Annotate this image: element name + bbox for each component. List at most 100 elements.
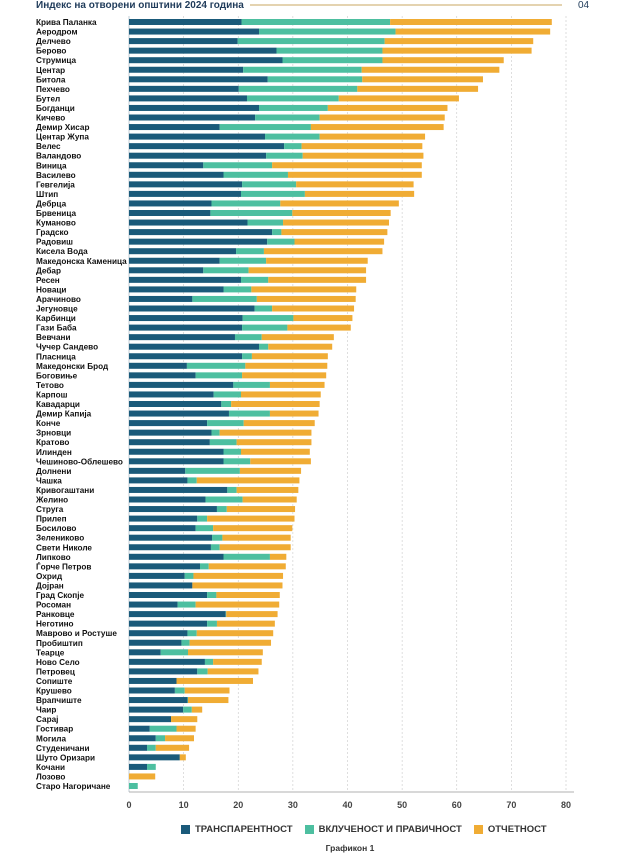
bar-segment-transparency	[129, 649, 161, 656]
bar-segment-transparency	[129, 448, 224, 455]
bar-segment-accountability	[281, 229, 388, 236]
bar-segment-inclusion	[149, 725, 177, 732]
category-label: Ресен	[36, 276, 60, 285]
category-label: Чаир	[36, 706, 56, 715]
bar-segment-inclusion	[247, 219, 284, 226]
bar-segment-transparency	[129, 563, 201, 570]
bar-segment-inclusion	[203, 267, 249, 274]
category-label: Ранковце	[36, 610, 75, 619]
legend-item-inclusion: ВКЛУЧЕНОСТ И ПРАВИЧНОСТ	[304, 824, 462, 835]
category-label: Куманово	[36, 219, 76, 228]
category-label: Конче	[36, 419, 61, 428]
bar-segment-transparency	[129, 544, 211, 551]
x-tick-label: 80	[561, 800, 571, 810]
bar-segment-transparency	[129, 19, 242, 25]
bar-segment-transparency	[129, 735, 156, 742]
category-label: Василево	[36, 171, 76, 180]
bar-segment-accountability	[292, 210, 391, 216]
bar-segment-inclusion	[200, 563, 209, 570]
bar-segment-transparency	[129, 248, 237, 255]
bar-segment-accountability	[272, 305, 355, 312]
bar-segment-accountability	[263, 248, 383, 255]
bar-segment-inclusion	[255, 114, 320, 121]
bar-segment-transparency	[129, 467, 186, 474]
bar-segment-transparency	[129, 47, 277, 54]
bar-segment-inclusion	[221, 401, 232, 407]
bar-segment-inclusion	[272, 229, 282, 236]
category-label: Охрид	[36, 572, 63, 581]
bar-segment-transparency	[129, 85, 239, 92]
x-tick-label: 40	[342, 800, 352, 810]
bar-segment-inclusion	[223, 553, 270, 560]
bar-segment-transparency	[129, 200, 212, 207]
category-label: Неготино	[36, 620, 74, 629]
bar-segment-transparency	[129, 515, 198, 522]
bar-segment-inclusion	[183, 706, 192, 713]
bar-segment-inclusion	[223, 171, 288, 178]
bar-segment-accountability	[242, 372, 327, 379]
bar-segment-accountability	[242, 496, 297, 503]
bar-segment-inclusion	[223, 458, 251, 465]
bar-segment-accountability	[236, 486, 299, 493]
bar-segment-inclusion	[181, 639, 190, 646]
bar-segment-accountability	[268, 343, 333, 350]
category-label: Лозово	[36, 772, 65, 781]
bar-segment-accountability	[165, 735, 195, 742]
bar-segment-inclusion	[184, 572, 194, 579]
bar-segment-inclusion	[192, 295, 257, 302]
category-label: Карпош	[36, 390, 68, 399]
bar-segment-inclusion	[187, 697, 188, 704]
bar-segment-transparency	[129, 152, 267, 159]
bar-segment-transparency	[129, 210, 211, 216]
bar-segment-accountability	[266, 257, 368, 264]
bar-segment-inclusion	[228, 410, 270, 417]
category-label: Боговиње	[36, 371, 78, 380]
bar-segment-accountability	[189, 639, 272, 646]
bar-segment-accountability	[240, 391, 321, 398]
bar-segment-transparency	[129, 57, 283, 64]
bar-segment-accountability	[395, 28, 551, 35]
bar-segment-transparency	[129, 362, 187, 369]
legend-label: ОТЧЕТНОСТ	[487, 824, 547, 835]
bar-segment-accountability	[280, 200, 399, 207]
category-label: Пласница	[36, 352, 76, 361]
bar-segment-transparency	[129, 630, 188, 637]
bar-segment-accountability	[319, 133, 426, 140]
category-label: Росоман	[36, 601, 71, 610]
bar-segment-transparency	[129, 114, 256, 121]
bar-segment-accountability	[357, 85, 479, 92]
bar-segment-accountability	[294, 238, 385, 245]
category-label: Велес	[36, 142, 61, 151]
bar-segment-inclusion	[284, 143, 302, 150]
bar-segment-transparency	[129, 611, 226, 618]
category-label: Сопиште	[36, 677, 73, 686]
bar-segment-inclusion	[211, 429, 220, 436]
bar-segment-inclusion	[242, 324, 288, 331]
bar-segment-accountability	[382, 47, 532, 54]
bar-segment-inclusion	[276, 47, 383, 54]
category-label: Кочани	[36, 763, 65, 772]
bar-segment-inclusion	[216, 506, 227, 513]
bar-segment-inclusion	[233, 381, 270, 388]
category-label: Желино	[35, 496, 68, 505]
bar-segment-transparency	[129, 420, 208, 427]
legend-item-transparency: ТРАНСПАРЕНТНОСТ	[181, 824, 293, 835]
page-number: 04	[578, 0, 590, 11]
bar-segment-transparency	[129, 381, 234, 388]
category-label: Тетово	[36, 381, 64, 390]
bar-segment-inclusion	[187, 630, 197, 637]
bar-segment-accountability	[362, 76, 483, 83]
bar-segment-transparency	[129, 181, 243, 188]
bar-segment-accountability	[382, 57, 504, 64]
bar-segment-accountability	[327, 104, 448, 111]
category-label: Демир Хисар	[36, 123, 89, 132]
bar-segment-inclusion	[241, 19, 391, 25]
bar-segment-transparency	[129, 716, 172, 723]
category-label: Бутел	[36, 94, 60, 103]
bar-segment-accountability	[196, 477, 300, 484]
bar-segment-inclusion	[254, 305, 273, 312]
category-label: Македонски Брод	[36, 362, 109, 371]
bar-segment-transparency	[129, 668, 198, 675]
bar-segment-inclusion	[155, 735, 166, 742]
